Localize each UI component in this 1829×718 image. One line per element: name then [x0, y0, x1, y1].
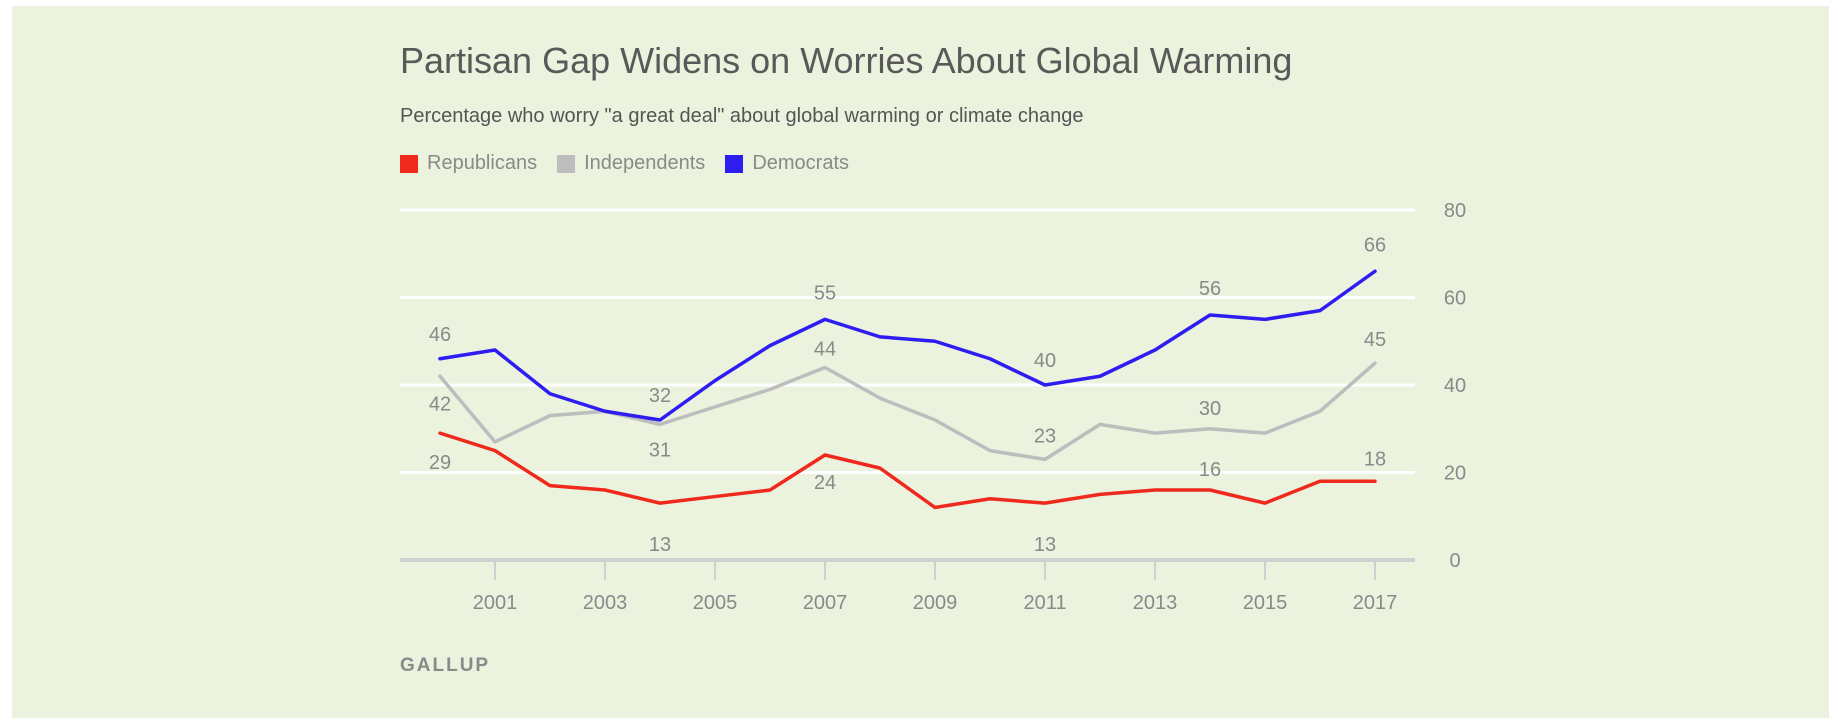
data-label-republicans: 13 — [1034, 534, 1056, 556]
data-label-independents: 42 — [429, 393, 451, 415]
x-tick-label: 2005 — [693, 592, 738, 614]
legend-swatch-independents — [557, 154, 576, 173]
x-tick-label: 2015 — [1243, 592, 1288, 614]
x-tick-label: 2017 — [1353, 592, 1398, 614]
data-label-independents: 30 — [1199, 398, 1221, 420]
chart-panel — [12, 6, 1829, 718]
x-axis: 2001 2003 2005 2007 2009 2011 2013 2015 2017 — [473, 560, 1398, 614]
data-labels: 29 13 24 13 16 18 42 31 44 23 30 45 46 32 55 40 56 66 — [429, 234, 1386, 556]
data-label-independents: 44 — [814, 339, 836, 361]
gridlines — [400, 208, 1415, 562]
data-label-republicans: 24 — [814, 472, 836, 494]
x-tick-label: 2009 — [913, 592, 958, 614]
legend: Republicans Independents Democrats — [400, 152, 869, 175]
source-label: GALLUP — [400, 655, 491, 676]
y-tick-label: 60 — [1444, 288, 1466, 310]
legend-label-republicans: Republicans — [427, 152, 538, 174]
data-label-democrats: 55 — [814, 282, 836, 304]
legend-swatch-republicans — [400, 154, 418, 173]
x-tick-label: 2011 — [1023, 592, 1066, 614]
data-label-independents: 31 — [649, 439, 671, 461]
x-tick-label: 2003 — [583, 592, 628, 614]
data-label-independents: 45 — [1364, 329, 1386, 351]
data-label-republicans: 29 — [429, 452, 451, 474]
legend-item-democrats: Democrats — [725, 152, 849, 175]
data-label-republicans: 18 — [1364, 448, 1386, 470]
series-lines — [438, 269, 1377, 510]
x-tick-label: 2007 — [803, 592, 848, 614]
y-tick-label: 80 — [1444, 200, 1466, 222]
data-label-democrats: 66 — [1364, 234, 1386, 256]
series-line-independents — [438, 361, 1377, 462]
data-label-democrats: 32 — [649, 385, 671, 407]
chart-subtitle: Percentage who worry "a great deal" abou… — [400, 105, 1084, 127]
x-tick-label: 2013 — [1133, 592, 1178, 614]
data-label-independents: 23 — [1034, 425, 1056, 447]
legend-item-independents: Independents — [557, 152, 705, 175]
legend-swatch-democrats — [725, 154, 744, 173]
series-line-democrats — [438, 269, 1377, 422]
data-label-democrats: 56 — [1199, 278, 1221, 300]
legend-item-republicans: Republicans — [400, 152, 537, 175]
y-tick-label: 0 — [1449, 550, 1460, 572]
series-line-republicans — [438, 431, 1377, 510]
legend-label-democrats: Democrats — [752, 152, 850, 174]
x-tick-label: 2001 — [473, 592, 518, 614]
data-label-republicans: 13 — [649, 534, 671, 556]
chart-title: Partisan Gap Widens on Worries About Glo… — [400, 40, 1293, 81]
data-label-democrats: 40 — [1034, 350, 1056, 372]
data-label-democrats: 46 — [429, 324, 451, 346]
y-tick-label: 20 — [1444, 463, 1466, 485]
data-label-republicans: 16 — [1199, 459, 1221, 481]
legend-label-independents: Independents — [584, 152, 706, 174]
y-tick-label: 40 — [1444, 375, 1466, 397]
y-axis: 0 20 40 60 80 — [1444, 200, 1466, 572]
